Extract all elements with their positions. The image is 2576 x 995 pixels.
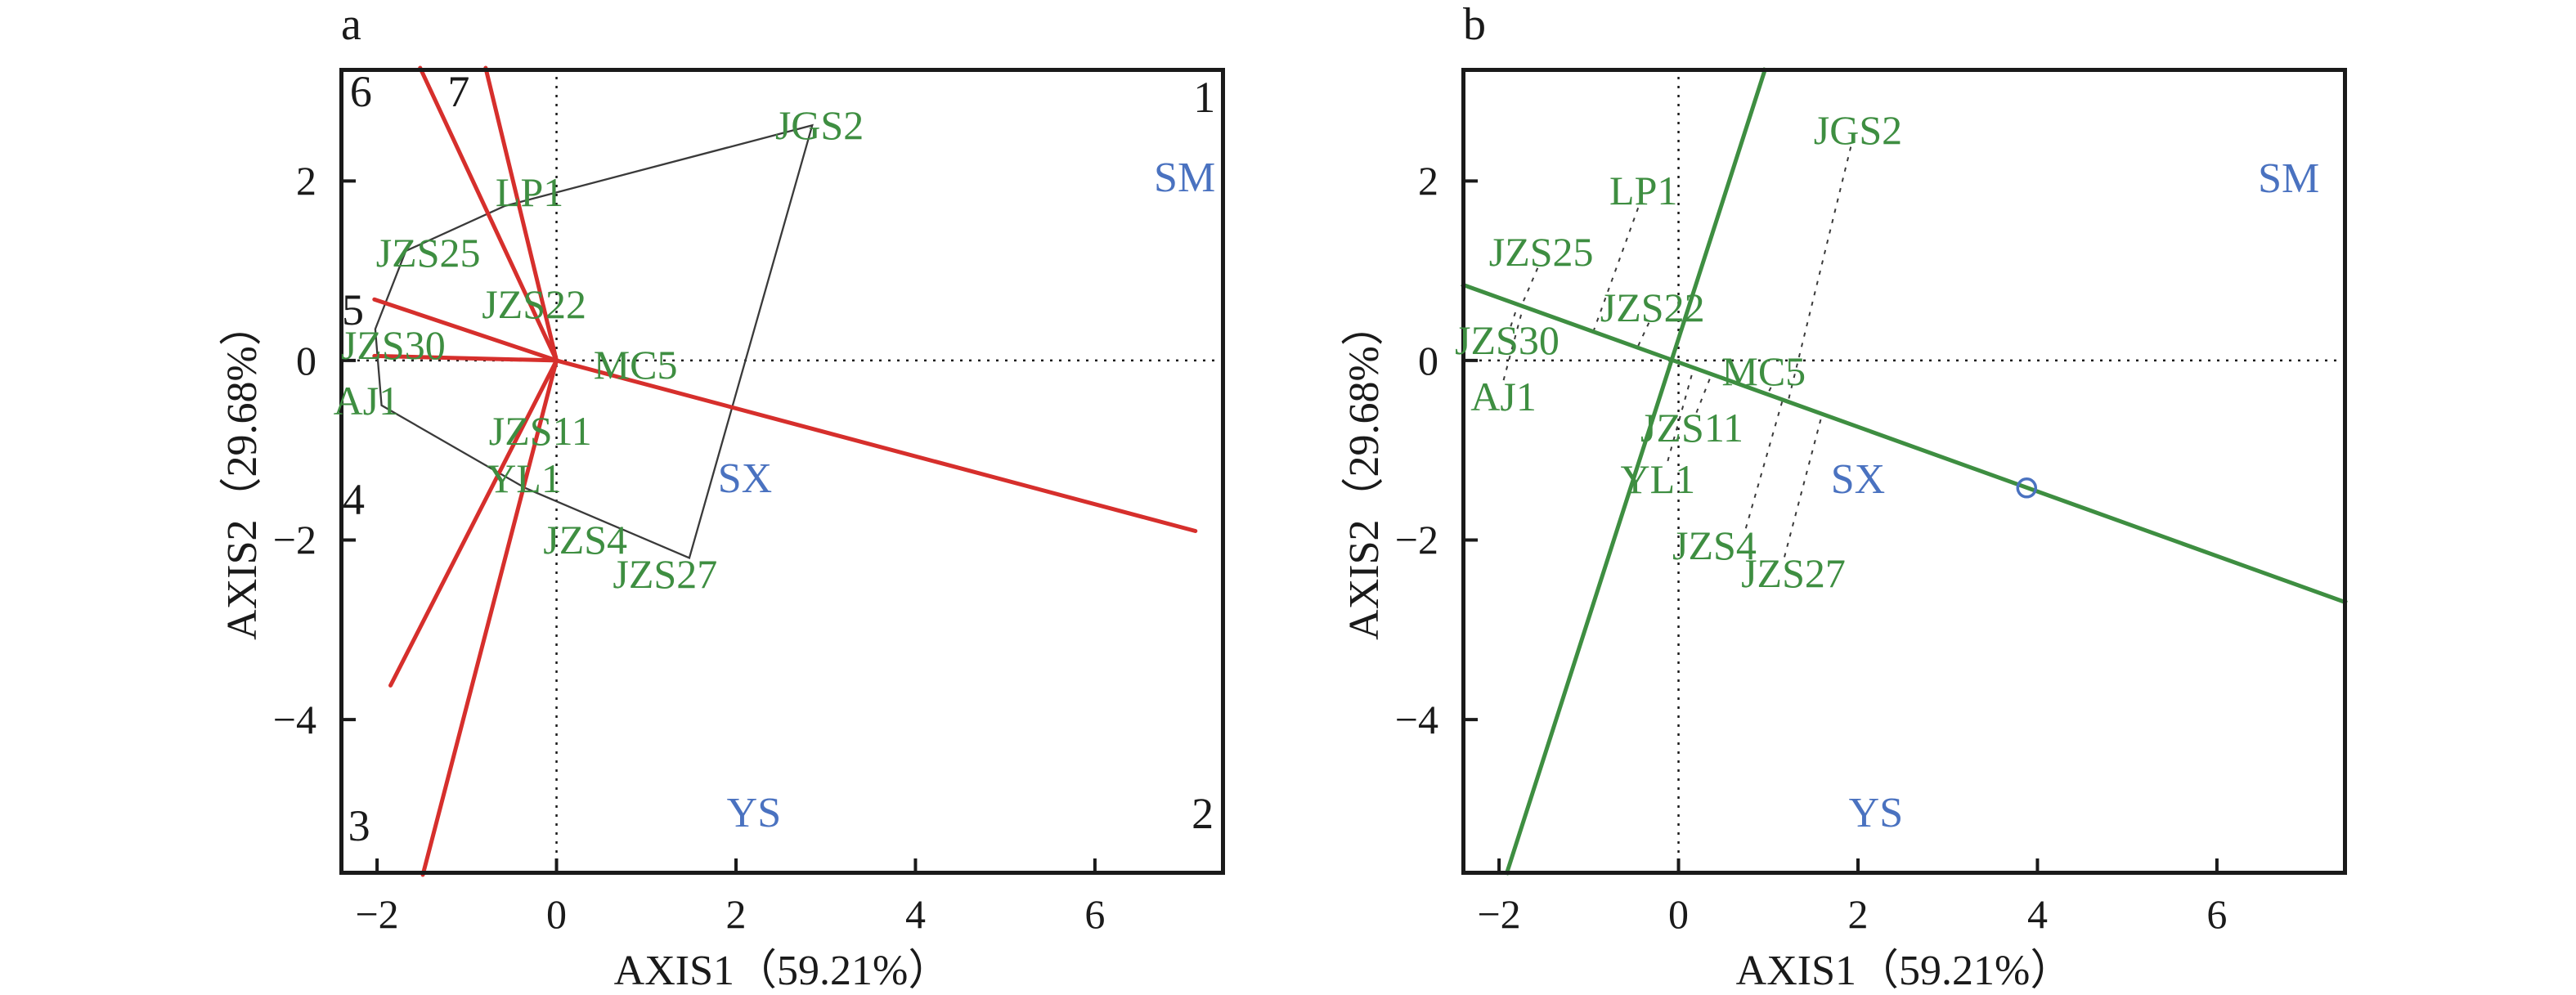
- projection-leader-JZS4: [1744, 399, 1784, 529]
- env-vector-line-2: [483, 65, 559, 363]
- x-axis-title: AXIS1（59.21%）: [1735, 948, 2073, 994]
- vector-number-7: 7: [447, 66, 470, 116]
- projection-leader-MC5: [1766, 387, 1772, 396]
- sample-point-marker: [2016, 477, 2038, 499]
- vector-number-6: 6: [349, 66, 372, 116]
- projection-leader-JZS30: [1510, 304, 1519, 327]
- projection-leader-AJ1: [1502, 306, 1524, 381]
- site-label-JZS27: JZS27: [1741, 550, 1846, 597]
- site-label-AJ1: AJ1: [1470, 373, 1537, 419]
- x-tick-label-6: 6: [1084, 891, 1106, 937]
- plot-svg-a: [339, 65, 1225, 877]
- sample-hull-outline: [374, 123, 814, 560]
- plot-frame: [1461, 68, 2347, 875]
- site-label-JZS22: JZS22: [482, 280, 586, 327]
- site-label-MC5: MC5: [1721, 348, 1806, 395]
- projection-leader-LP1: [1592, 207, 1640, 333]
- x-tick-label-−2: −2: [1477, 891, 1521, 937]
- site-label-JGS2: JGS2: [1813, 106, 1903, 153]
- y-tick-label-2: 2: [296, 158, 316, 204]
- site-label-JZS11: JZS11: [488, 407, 592, 454]
- vector-number-4: 4: [343, 475, 366, 525]
- plot-svg-b: [1461, 67, 2348, 876]
- projection-leader-JGS2: [1787, 146, 1852, 402]
- site-label-AJ1: AJ1: [333, 378, 400, 424]
- x-tick-label-2: 2: [1847, 891, 1869, 937]
- site-label-JGS2: JGS2: [774, 102, 864, 149]
- y-tick-label-2: 2: [1418, 158, 1438, 204]
- projection-leader-JZS27: [1784, 414, 1824, 558]
- projection-leader-JZS22: [1636, 322, 1650, 348]
- vector-number-2: 2: [1192, 789, 1214, 839]
- vector-number-1: 1: [1193, 73, 1216, 123]
- x-tick-label-0: 0: [546, 891, 568, 937]
- site-label-YL1: YL1: [487, 455, 562, 501]
- y-tick-label-−2: −2: [272, 517, 316, 563]
- region-label-SM: SM: [1154, 155, 1216, 202]
- y-axis-title: AXIS2（29.68%）: [1341, 303, 1388, 640]
- y-tick-label-0: 0: [1418, 337, 1438, 383]
- y-tick-label-−4: −4: [272, 697, 316, 743]
- vector-number-5: 5: [341, 285, 364, 335]
- vector-number-3: 3: [348, 800, 370, 850]
- site-label-JZS27: JZS27: [613, 551, 718, 598]
- x-axis-title: AXIS1（59.21%）: [613, 948, 951, 994]
- region-label-YS: YS: [1848, 790, 1904, 837]
- site-label-MC5: MC5: [593, 342, 678, 388]
- gradient-line-shallow: [1461, 282, 2348, 605]
- env-vector-line-6: [388, 358, 559, 688]
- site-label-LP1: LP1: [1609, 168, 1678, 214]
- x-tick-label-−2: −2: [355, 891, 399, 937]
- plot-frame: [339, 68, 1225, 875]
- projection-leader-JZS11: [1695, 374, 1713, 413]
- env-vector-line-3: [372, 297, 559, 363]
- region-label-SM: SM: [2258, 155, 2320, 203]
- env-vector-line-4: [372, 353, 559, 363]
- env-vector-line-1: [418, 65, 559, 363]
- x-tick-label-0: 0: [1668, 891, 1690, 937]
- projection-leader-JZS25: [1520, 267, 1539, 307]
- site-label-JZS4: JZS4: [1672, 522, 1757, 569]
- y-tick-label-−4: −4: [1394, 697, 1438, 743]
- gradient-line-steep: [1504, 67, 1768, 876]
- panel-letter-b: b: [1463, 0, 1486, 50]
- site-label-JZS25: JZS25: [375, 230, 481, 276]
- y-tick-label-0: 0: [296, 337, 316, 383]
- panel-letter-a: a: [341, 0, 361, 50]
- x-tick-label-6: 6: [2206, 891, 2228, 937]
- site-label-JZS30: JZS30: [1455, 316, 1560, 363]
- site-label-JZS25: JZS25: [1488, 229, 1594, 276]
- region-label-SX: SX: [717, 455, 773, 502]
- region-label-YS: YS: [726, 790, 782, 837]
- site-label-JZS22: JZS22: [1600, 285, 1705, 331]
- y-tick-label-−2: −2: [1394, 517, 1438, 563]
- x-tick-label-2: 2: [725, 891, 747, 937]
- site-label-JZS11: JZS11: [1640, 405, 1744, 451]
- site-label-LP1: LP1: [495, 168, 564, 215]
- site-label-YL1: YL1: [1620, 455, 1696, 502]
- x-tick-label-4: 4: [2026, 891, 2048, 937]
- site-label-JZS30: JZS30: [340, 322, 446, 369]
- region-label-SX: SX: [1830, 455, 1886, 503]
- x-tick-label-4: 4: [904, 891, 926, 937]
- env-vector-line-5: [554, 358, 1198, 534]
- env-vector-line-7: [420, 358, 559, 877]
- site-label-JZS4: JZS4: [543, 517, 628, 563]
